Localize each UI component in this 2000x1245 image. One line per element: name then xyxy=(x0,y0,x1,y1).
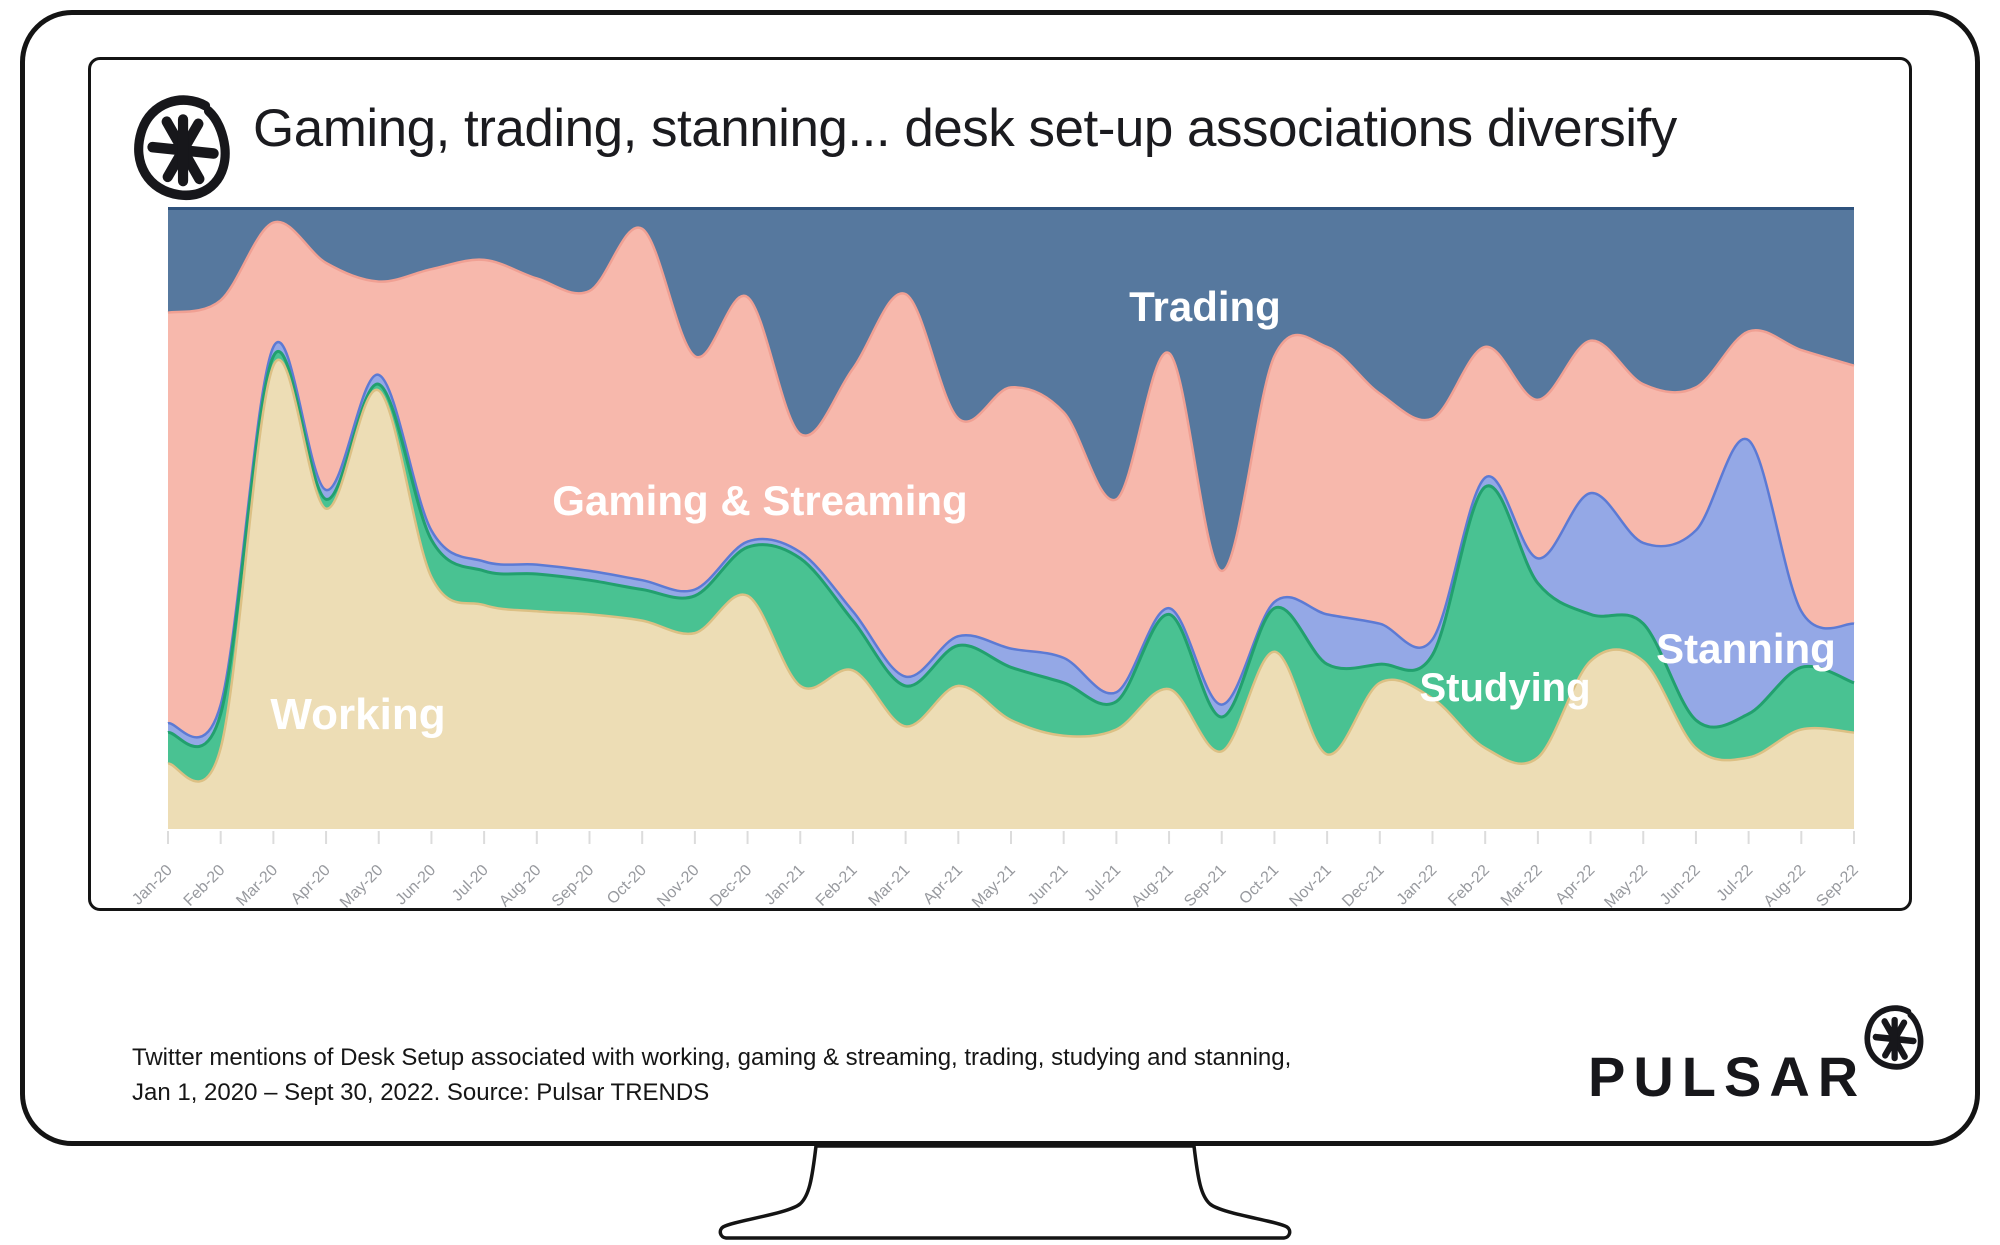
x-axis-label: Aug-20 xyxy=(496,862,545,911)
x-axis-label: Jun-20 xyxy=(393,862,440,909)
series-label-stanning: Stanning xyxy=(1656,625,1836,672)
pulsar-asterisk-icon xyxy=(1862,1002,1926,1072)
pulsar-asterisk-icon xyxy=(130,92,234,202)
x-axis-label: Oct-21 xyxy=(1236,862,1282,908)
x-axis-label: Mar-22 xyxy=(1498,862,1546,910)
edge-studying xyxy=(167,350,1855,749)
x-axis-label: Dec-21 xyxy=(1339,862,1388,911)
caption-line-1: Twitter mentions of Desk Setup associate… xyxy=(132,1044,1292,1071)
pulsar-brand: PULSAR xyxy=(1588,1002,1930,1108)
x-axis-label: Jul-22 xyxy=(1714,862,1757,905)
monitor-stand-shape xyxy=(718,1144,1292,1240)
x-axis-label: Jan-21 xyxy=(762,862,809,909)
x-axis-label: Apr-21 xyxy=(920,862,966,908)
edge-working xyxy=(167,358,1855,783)
caption-line-2: Jan 1, 2020 – Sept 30, 2022. Source: Pul… xyxy=(132,1079,710,1106)
x-axis-label: Sep-21 xyxy=(1181,862,1230,911)
chart-title: Gaming, trading, stanning... desk set-up… xyxy=(253,99,1677,158)
x-axis-label: Oct-20 xyxy=(604,862,650,908)
x-axis-label: Feb-21 xyxy=(813,862,861,910)
x-axis-label: Nov-21 xyxy=(1286,862,1335,911)
series-label-trading: Trading xyxy=(1129,283,1281,330)
x-axis-label: Aug-22 xyxy=(1761,862,1810,911)
x-axis-label: Jan-22 xyxy=(1394,862,1441,909)
pulsar-wordmark: PULSAR xyxy=(1588,1045,1867,1108)
x-axis-label: Feb-22 xyxy=(1445,862,1493,910)
x-axis-label: Apr-22 xyxy=(1552,862,1598,908)
x-axis-label: Aug-21 xyxy=(1128,862,1177,911)
x-axis-label: Jun-21 xyxy=(1025,862,1072,909)
x-axis-label: Feb-20 xyxy=(181,862,229,910)
x-axis-label: Mar-21 xyxy=(866,862,914,910)
x-axis-label: May-22 xyxy=(1601,862,1651,912)
stacked-area-chart: Jan-20 Feb-20 Mar-20 Apr-20 May-20 Jun-20 Jul-… xyxy=(129,207,1862,912)
edge-stanning xyxy=(167,341,1855,739)
series-label-working: Working xyxy=(270,690,445,739)
x-axis-label: Dec-20 xyxy=(707,862,756,911)
x-axis-label: May-21 xyxy=(969,862,1019,912)
x-axis-label: Mar-20 xyxy=(233,862,281,910)
x-axis-label: Nov-20 xyxy=(654,862,703,911)
x-axis-label: Apr-20 xyxy=(288,862,334,908)
x-axis-label: Jul-21 xyxy=(1081,862,1124,905)
edge-gaming xyxy=(167,220,1855,573)
area-working xyxy=(168,359,1854,829)
monitor-stand xyxy=(718,1144,1292,1240)
x-axis-label: Jul-20 xyxy=(449,862,492,905)
x-axis-label: Sep-20 xyxy=(549,862,598,911)
chart-caption: Twitter mentions of Desk Setup associate… xyxy=(132,1040,1291,1110)
series-label-gaming: Gaming & Streaming xyxy=(552,477,967,524)
x-axis-label: Jun-22 xyxy=(1657,862,1704,909)
x-axis-label: May-20 xyxy=(337,862,387,912)
series-label-studying: Studying xyxy=(1419,666,1590,710)
